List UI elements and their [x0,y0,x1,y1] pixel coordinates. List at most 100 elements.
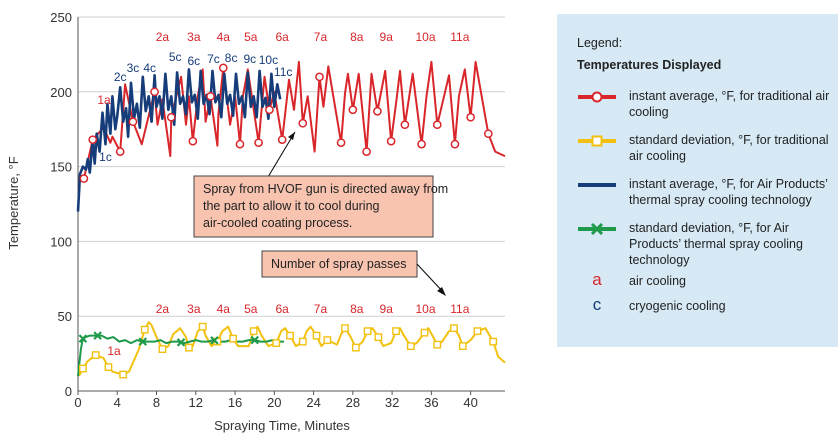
legend-label: air cooling [629,274,686,288]
callout-arrow [267,131,296,178]
pass-label-cryo: 7c [207,52,220,66]
air-average-marker [348,105,358,115]
cryo-stddev-marker [176,338,186,347]
pass-label-cryo: 2c [114,70,127,84]
air-average-marker [315,72,324,82]
legend-item-air-avg: instant average, °F, for traditional air… [577,88,832,128]
x-tick-label: 8 [153,395,160,410]
x-tick-label: 36 [424,395,438,410]
legend-item-cryo-std: standard deviation, °F, for Air Products… [577,220,832,267]
air-average-marker [432,120,442,130]
cryo-stddev-marker [93,331,102,340]
legend-item-air-letter: a air cooling [577,270,832,293]
air-stddev-marker [433,340,442,349]
pass-label-air: 4a [217,302,231,316]
legend-item-cryo-letter: c cryogenic cooling [577,295,832,318]
series-line-cryo-average [76,68,282,212]
x-tick-label: 0 [74,395,81,410]
series-layer [76,60,506,379]
callout-arrowhead [437,287,446,296]
cryo-stddev-marker [78,334,88,343]
air-average-marker [386,136,396,146]
air-stddev-marker [450,324,458,333]
pass-label-cryo: 6c [187,54,200,68]
pass-label-air: 9a [380,302,394,316]
air-average-marker [450,139,460,149]
air-stddev-marker [272,339,281,348]
air-stddev-marker [392,327,400,336]
pass-label-air: 11a [450,30,469,44]
callout-text: Spray from HVOF gun is directed away fro… [203,182,448,196]
air-average-marker [400,120,410,130]
pass-label-air: 6a [275,302,289,316]
cryo-stddev-marker [250,335,259,345]
air-average-marker [88,135,98,145]
air-average-marker [128,117,138,127]
legend-item-cryo-avg: instant average, °F, for Air Products’ t… [577,176,832,216]
series-line-air-average [82,60,506,179]
air-average-marker [373,106,382,116]
air-average-marker [483,129,493,139]
pass-label-cryo: 4c [143,61,156,75]
air-stddev-marker [91,351,100,359]
air-stddev-marker [406,342,415,351]
air-average-marker [466,112,475,122]
pass-label-cryo: 3c [127,61,140,75]
pass-label-air: 2a [156,302,170,316]
pass-label-air: 10a [415,302,435,316]
cryo-stddev-marker [138,337,148,346]
air-stddev-marker [363,327,372,336]
legend-label: standard deviation, °F, for traditional … [629,133,829,163]
air-stddev-marker [351,343,360,352]
pass-label-air: 4a [217,30,231,44]
air-average-marker [218,63,228,73]
legend-label: instant average, °F, for traditional air… [629,89,830,119]
x-tick-label: 16 [228,395,242,410]
annotation-labels: 2a 3a 4a 5a 6a 7a 8a 9a 10a 11a 2a 3a 4a 5a 6a 7a 8a 9a 10… [97,30,469,358]
legend-label: standard deviation, °F, for Air Products… [629,221,803,267]
legend-label: cryogenic cooling [629,299,726,313]
pass-label-air: 5a [244,302,258,316]
pass-label-air: 9a [380,30,394,44]
blue-line-icon [578,183,616,187]
air-average-marker [188,136,198,146]
pass-label-cryo: 9c [243,52,256,66]
x-tick-label: 32 [385,395,399,410]
air-stddev-marker [420,328,429,337]
pass-label-cryo: 8c [225,51,238,65]
air-average-marker [417,139,426,149]
series-line-cryo-stddev [77,334,285,377]
air-stddev-marker [341,324,349,333]
air-average-marker [115,147,125,156]
y-tick-label: 200 [50,85,72,100]
pass-label-air: 10a [415,30,435,44]
air-average-marker [150,87,159,97]
pass-label-cryo: 5c [169,50,182,64]
air-stddev-marker [374,333,383,342]
y-tick-label: 0 [65,384,72,399]
pass-label-air: 8a [350,302,364,316]
pass-label-cryo: 10c [259,53,278,67]
pass-label-air-1-bottom: 1a [107,344,121,358]
y-tick-label: 50 [58,309,72,324]
air-stddev-marker [323,336,332,345]
x-tick-label: 28 [346,395,360,410]
axes: 0 50 100 150 200 250 0 4 8 12 16 20 24 28 32 36 40 [50,10,505,410]
air-average-marker [166,112,176,122]
x-tick-label: 20 [267,395,281,410]
callout-arrowhead [288,132,295,140]
air-average-marker [298,118,308,128]
pass-label-air: 7a [314,302,328,316]
pass-label-air: 6a [275,30,289,44]
air-stddev-marker [298,337,307,346]
air-average-marker [254,138,263,148]
x-tick-label: 40 [463,395,477,410]
yellow-line-square-icon [578,135,616,147]
pass-label-air: 3a [187,30,201,44]
air-letter-icon: a [592,270,602,289]
air-stddev-marker [312,331,321,340]
air-average-marker [362,147,371,156]
air-average-marker [206,91,215,101]
y-tick-label: 150 [50,160,72,175]
legend-heading: Temperatures Displayed [577,58,722,72]
